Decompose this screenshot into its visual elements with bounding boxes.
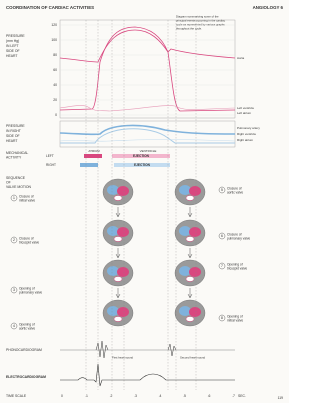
y-tick-label: 100 bbox=[51, 38, 57, 42]
time-tick-label: .7 bbox=[232, 394, 235, 398]
heart-valve bbox=[186, 317, 194, 322]
heart-valve bbox=[186, 277, 194, 282]
time-tick-label: .1 bbox=[85, 394, 88, 398]
curve-label: Pulmonary artery bbox=[237, 126, 260, 130]
row-label: ELECTROCARDIOGRAM bbox=[6, 375, 46, 379]
event-label: aortic valve bbox=[227, 190, 243, 194]
event-number: 7 bbox=[221, 264, 223, 268]
heart-valve bbox=[186, 196, 194, 201]
event-number: 3 bbox=[13, 288, 15, 292]
row-label: PRESSURE bbox=[6, 34, 25, 38]
event-number: 5 bbox=[221, 188, 223, 192]
arrow bbox=[188, 288, 192, 298]
heart-valve bbox=[114, 277, 122, 282]
time-tick-label: .6 bbox=[208, 394, 211, 398]
row-label: IN RIGHT bbox=[6, 129, 21, 133]
arrow bbox=[188, 248, 192, 258]
heart-chamber bbox=[117, 186, 129, 196]
row-label: ACTIVITY bbox=[6, 155, 22, 159]
page-title: COORDINATION OF CARDIAC ACTIVITIES bbox=[6, 5, 94, 10]
heart-chamber bbox=[117, 307, 129, 317]
phase-label: ATRIUM bbox=[88, 149, 100, 153]
event-label: tricuspid valve bbox=[19, 240, 39, 244]
time-unit: SEC. bbox=[238, 394, 246, 398]
curve-label: Aorta bbox=[237, 56, 245, 60]
y-tick-label: 40 bbox=[53, 83, 57, 87]
arrow bbox=[116, 248, 120, 258]
row-label: HEART bbox=[6, 54, 17, 58]
aorta-curve bbox=[60, 30, 235, 62]
section-title: ANGIOLOGY 6 bbox=[253, 5, 284, 10]
left-ventricle-curve bbox=[60, 27, 235, 111]
row-label: VALVE MOTION bbox=[6, 185, 31, 189]
atrium-bar bbox=[80, 163, 98, 167]
row-label: PRESSURE bbox=[6, 124, 25, 128]
heart-valve bbox=[186, 237, 194, 242]
y-tick-label: 60 bbox=[53, 68, 57, 72]
caption-line: throughout the cycle. bbox=[176, 27, 202, 31]
curve-label: Right atrium bbox=[237, 138, 254, 142]
curve-label: Right ventricle bbox=[237, 132, 256, 136]
time-tick-label: .5 bbox=[183, 394, 186, 398]
row-label: PHONOCARDIOGRAM bbox=[6, 348, 42, 352]
atrium-bar bbox=[84, 154, 102, 158]
time-tick-label: .2 bbox=[110, 394, 113, 398]
y-tick-label: 20 bbox=[53, 98, 57, 102]
phase-label: EJECTION bbox=[133, 154, 150, 158]
right-atrium-curve bbox=[60, 140, 235, 142]
sound-label: Second heart sound bbox=[180, 356, 205, 360]
heart-chamber bbox=[117, 267, 129, 277]
side-label: LEFT bbox=[46, 154, 54, 158]
event-label: aortic valve bbox=[19, 326, 35, 330]
event-label: pulmonary valve bbox=[227, 236, 250, 240]
event-label: mitral valve bbox=[19, 198, 35, 202]
event-label: tricuspid valve bbox=[227, 266, 247, 270]
event-number: 2 bbox=[13, 238, 15, 242]
textbook-page: COORDINATION OF CARDIAC ACTIVITIES ANGIOL… bbox=[0, 0, 289, 403]
event-label: mitral valve bbox=[227, 318, 243, 322]
arrow bbox=[116, 288, 120, 298]
curve-label: Left ventricle bbox=[237, 106, 254, 110]
heart-chamber bbox=[189, 227, 201, 237]
phase-label: EJECTION bbox=[134, 163, 151, 167]
event-number: 6 bbox=[221, 234, 223, 238]
row-label: (mm Hg) bbox=[6, 39, 19, 43]
page-number: 119 bbox=[278, 396, 284, 400]
time-tick-label: .4 bbox=[159, 394, 162, 398]
curve-label: Left atrium bbox=[237, 111, 252, 115]
arrow bbox=[188, 207, 192, 217]
event-label: pulmonary valve bbox=[19, 290, 42, 294]
event-number: 1 bbox=[13, 196, 15, 200]
time-tick-label: .3 bbox=[134, 394, 137, 398]
row-label: HEART bbox=[6, 139, 17, 143]
event-number: 8 bbox=[221, 316, 223, 320]
row-label: SIDE OF bbox=[6, 134, 20, 138]
row-label: MECHANICAL bbox=[6, 151, 28, 155]
event-number: 4 bbox=[13, 324, 15, 328]
row-label: SIDE OF bbox=[6, 49, 20, 53]
row-label: OF bbox=[6, 180, 11, 184]
phono-trace bbox=[96, 341, 176, 358]
row-label: IN LEFT bbox=[6, 44, 19, 48]
y-tick-label: 80 bbox=[53, 53, 57, 57]
time-tick-label: 0 bbox=[61, 394, 63, 398]
heart-valve bbox=[114, 196, 122, 201]
graph-frame bbox=[60, 20, 235, 118]
y-tick-label: 0 bbox=[55, 113, 57, 117]
heart-chamber bbox=[189, 267, 201, 277]
ecg-trace bbox=[60, 364, 235, 386]
row-label: SEQUENCE bbox=[6, 176, 26, 180]
heart-chamber bbox=[189, 186, 201, 196]
y-tick-label: 120 bbox=[51, 23, 57, 27]
side-label: RIGHT bbox=[46, 163, 56, 167]
heart-chamber bbox=[189, 307, 201, 317]
row-label: TIME SCALE bbox=[6, 394, 27, 398]
heart-valve bbox=[114, 317, 122, 322]
heart-chamber bbox=[117, 227, 129, 237]
arrow bbox=[116, 207, 120, 217]
heart-valve bbox=[114, 237, 122, 242]
sound-label: First heart sound bbox=[112, 356, 133, 360]
phase-label: VENTRICLE bbox=[140, 149, 157, 153]
